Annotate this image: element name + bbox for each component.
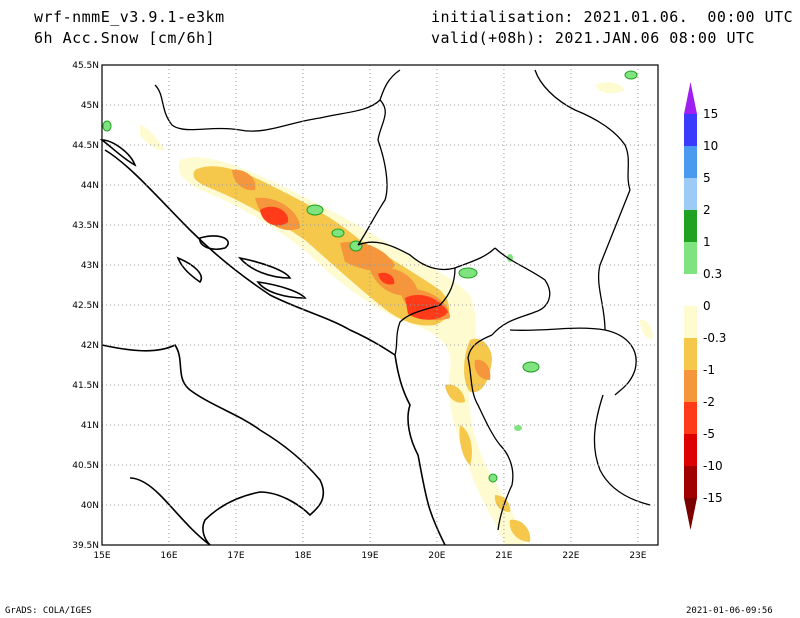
credit: GrADS: COLA/IGES: [5, 606, 92, 616]
colorbar-box: [684, 242, 697, 274]
colorbar-label: -1: [703, 363, 715, 377]
lat-tick-label: 41N: [81, 421, 99, 431]
colorbar-box: [684, 370, 697, 402]
colorbar-label: -2: [703, 395, 715, 409]
lat-tick-label: 44.5N: [72, 141, 99, 151]
lat-tick-label: 44N: [81, 181, 99, 191]
lon-tick-label: 23E: [629, 551, 646, 561]
lat-tick-label: 45N: [81, 101, 99, 111]
colorbar-label: 0: [703, 299, 711, 313]
lat-lon-grid: [102, 65, 658, 545]
colorbar-label: 5: [703, 171, 711, 185]
field-title: 6h Acc.Snow [cm/6h]: [34, 29, 216, 47]
coastlines: [99, 139, 446, 546]
init-time: initialisation: 2021.01.06. 00:00 UTC: [431, 8, 794, 26]
lat-tick-label: 43.5N: [72, 221, 99, 231]
lat-tick-label: 45.5N: [72, 61, 99, 71]
lon-tick-label: 15E: [93, 551, 110, 561]
colorbar-box: [684, 114, 697, 146]
colorbar-label: 15: [703, 107, 718, 121]
lat-tick-label: 40N: [81, 501, 99, 511]
lon-tick-label: 22E: [562, 551, 579, 561]
timestamp: 2021-01-06-09:56: [686, 606, 773, 616]
colorbar-box: [684, 274, 697, 306]
colorbar-label: 0.3: [703, 267, 722, 281]
colorbar-box: [684, 338, 697, 370]
colorbar-box: [684, 466, 697, 498]
colorbar-box: [684, 178, 697, 210]
lat-tick-label: 43N: [81, 261, 99, 271]
lon-tick-label: 16E: [160, 551, 177, 561]
lat-tick-label: 41.5N: [72, 381, 99, 391]
colorbar: 15 10 5 2 1 0.3 0 -0.3 -1 -2 -5 -10 -15: [684, 82, 726, 530]
colorbar-label: -5: [703, 427, 715, 441]
lat-tick-label: 42N: [81, 341, 99, 351]
colorbar-box: [684, 434, 697, 466]
lon-tick-label: 19E: [361, 551, 378, 561]
lon-tick-label: 17E: [227, 551, 244, 561]
latitude-labels: 45.5N 45N 44.5N 44N 43.5N 43N 42.5N 42N 41.5N 41N…: [72, 61, 99, 551]
lon-tick-label: 18E: [294, 551, 311, 561]
lat-tick-label: 42.5N: [72, 301, 99, 311]
colorbar-label: 2: [703, 203, 711, 217]
colorbar-bottom-arrow: [684, 498, 697, 530]
lon-tick-label: 21E: [495, 551, 512, 561]
borders: [154, 69, 651, 531]
colorbar-box: [684, 210, 697, 242]
colorbar-label: -0.3: [703, 331, 726, 345]
colorbar-label: -10: [703, 459, 723, 473]
colorbar-top-arrow: [684, 82, 697, 114]
colorbar-label: 10: [703, 139, 718, 153]
lat-tick-label: 40.5N: [72, 461, 99, 471]
lat-tick-label: 39.5N: [72, 541, 99, 551]
longitude-labels: 15E 16E 17E 18E 19E 20E 21E 22E 23E: [93, 551, 646, 561]
colorbar-box: [684, 306, 697, 338]
colorbar-label: -15: [703, 491, 723, 505]
valid-time: valid(+08h): 2021.JAN.06 08:00 UTC: [431, 29, 756, 47]
model-title: wrf-nmmE_v3.9.1-e3km: [34, 8, 225, 26]
map-frame: [101, 64, 659, 546]
colorbar-label: 1: [703, 235, 711, 249]
colorbar-box: [684, 146, 697, 178]
colorbar-box: [684, 402, 697, 434]
snow-field: [102, 70, 653, 545]
lon-tick-label: 20E: [428, 551, 445, 561]
